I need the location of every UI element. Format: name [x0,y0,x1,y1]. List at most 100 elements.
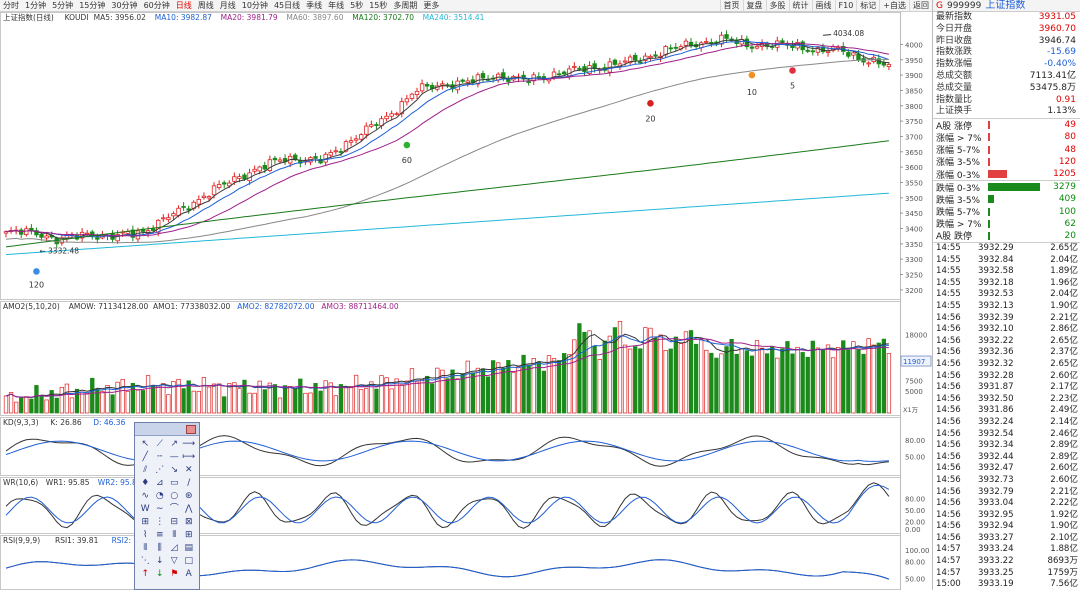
volume-tool-icon[interactable]: ⫼ [157,543,162,553]
down-arrow-tool-icon[interactable]: ↓ [155,569,164,579]
parallel-tool-icon[interactable]: ⫽ [143,465,148,475]
period-tab-3[interactable]: 15分钟 [79,1,106,10]
palette-close-icon[interactable] [186,425,196,434]
tick-row[interactable]: 14:55 3932.18 1.96亿 [933,278,1080,290]
period-tool-icon[interactable]: ⦀ [172,530,177,540]
triangle-tool-icon[interactable]: ▽ [170,556,178,566]
spiral-tool-icon[interactable]: ⊛ [184,491,193,501]
tick-row[interactable]: 14:56 3932.54 2.46亿 [933,429,1080,441]
period-tab-1[interactable]: 1分钟 [25,1,47,10]
ray-tool-icon[interactable]: ↗ [170,439,179,449]
toolbar-button-7[interactable]: +自选 [879,0,909,11]
tick-row[interactable]: 14:56 3932.28 2.60亿 [933,371,1080,383]
cross-tool-icon[interactable]: ✕ [184,465,193,475]
harmonic-tool-icon[interactable]: ∼ [155,504,164,514]
tick-row[interactable]: 14:56 3932.34 2.89亿 [933,440,1080,452]
tick-row[interactable]: 14:56 3932.50 2.23亿 [933,394,1080,406]
tick-row[interactable]: 14:56 3932.44 2.89亿 [933,452,1080,464]
fan-tool-icon[interactable]: ⊿ [155,478,164,488]
toolbar-button-5[interactable]: F10 [834,0,857,11]
tick-row[interactable]: 14:56 3932.47 2.60亿 [933,463,1080,475]
percent-tool-icon[interactable]: ≡ [155,530,164,540]
toolbar-button-4[interactable]: 画线 [811,0,835,11]
toolbar-button-1[interactable]: 复盘 [742,0,766,11]
tick-row[interactable]: 15:00 3933.19 7.56亿 [933,579,1080,591]
tick-row[interactable]: 14:55 3932.29 2.65亿 [933,243,1080,255]
flag-tool-icon[interactable]: ⚑ [170,569,179,579]
cycle-tool-icon[interactable]: ◔ [155,491,164,501]
fib-fan-tool-icon[interactable]: ◿ [170,543,178,553]
wave-tool-icon[interactable]: ∿ [141,491,150,501]
tick-row[interactable]: 14:56 3932.36 2.37亿 [933,347,1080,359]
marker-tool-icon[interactable]: ♦ [141,478,150,488]
tick-row[interactable]: 14:57 3933.25 1759万 [933,568,1080,580]
grid-tool-icon[interactable]: ⊞ [184,530,193,540]
candlesticks[interactable] [3,30,892,249]
tick-row[interactable]: 14:57 3933.22 8693万 [933,556,1080,568]
toolbar-button-3[interactable]: 统计 [788,0,812,11]
period-tab-9[interactable]: 10分钟 [241,1,268,10]
toolbar-button-8[interactable]: 返回 [909,0,932,11]
text-tool-icon[interactable]: A [185,569,192,579]
period-tab-13[interactable]: 5秒 [350,1,364,10]
trend-tool-icon[interactable]: ↘ [170,465,179,475]
tick-row[interactable]: 14:56 3932.94 1.90亿 [933,521,1080,533]
period-tab-12[interactable]: 年线 [328,1,345,10]
period-tab-16[interactable]: 更多 [423,1,440,10]
circle-tool-icon[interactable]: ○ [170,491,179,501]
period-tab-6[interactable]: 日线 [175,1,192,10]
tick-row[interactable]: 14:56 3932.10 2.86亿 [933,324,1080,336]
tick-row[interactable]: 14:56 3933.27 2.10亿 [933,533,1080,545]
tick-row[interactable]: 14:56 3932.95 1.92亿 [933,510,1080,522]
chart-canvas[interactable]: 上证指数(日线) KOUDI MA5: 3956.02 MA10: 3982.87 MA… [0,12,932,590]
quote-name[interactable]: 上证指数 [985,0,1026,11]
tick-row[interactable]: 14:55 3932.53 2.04亿 [933,289,1080,301]
palette-title-bar[interactable] [135,423,199,436]
dash-tool-icon[interactable]: ╌ [157,452,163,462]
tick-row[interactable]: 14:56 3931.86 2.49亿 [933,405,1080,417]
tick-row[interactable]: 14:56 3932.73 2.60亿 [933,475,1080,487]
hray-tool-icon[interactable]: ⟼ [182,452,196,462]
gann-fan-tool-icon[interactable]: ⊠ [184,517,193,527]
gann-tool-icon[interactable]: ⊞ [141,517,150,527]
arrow-line-tool-icon[interactable]: ⟶ [182,439,196,449]
wave-w-tool-icon[interactable]: W [140,504,150,514]
up-arrow-tool-icon[interactable]: ↑ [141,569,150,579]
channel-tool-icon[interactable]: ⋰ [155,465,165,475]
segment-tool-icon[interactable]: ╱ [142,452,148,462]
tick-row[interactable]: 14:56 3932.79 2.21亿 [933,487,1080,499]
period-tab-4[interactable]: 30分钟 [111,1,138,10]
tick-row[interactable]: 14:56 3931.87 2.17亿 [933,382,1080,394]
period-tab-14[interactable]: 15秒 [369,1,388,10]
speed-tool-icon[interactable]: ⊟ [170,517,179,527]
tick-row[interactable]: 14:56 3932.22 2.65亿 [933,336,1080,348]
fib-arc-tool-icon[interactable]: ⌒ [169,504,179,514]
tick-list[interactable]: 14:55 3932.29 2.65亿 14:55 3932.84 2.04亿 14:55 3… [933,242,1080,591]
fib-time-tool-icon[interactable]: ⋮ [155,517,165,527]
tick-row[interactable]: 14:55 3932.58 1.89亿 [933,266,1080,278]
box-tool-icon[interactable]: ▤ [184,543,193,553]
pitchfork-tool-icon[interactable]: ⌇ [143,530,148,540]
period-tab-7[interactable]: 周线 [197,1,214,10]
chart-area[interactable]: 上证指数(日线) KOUDI MA5: 3956.02 MA10: 3982.87 MA… [0,12,932,590]
square-tool-icon[interactable]: □ [184,556,193,566]
tick-row[interactable]: 14:56 3933.04 2.22亿 [933,498,1080,510]
tick-row[interactable]: 14:56 3932.24 2.14亿 [933,417,1080,429]
period-tab-0[interactable]: 分时 [3,1,19,10]
down-tool-icon[interactable]: ↓ [155,556,164,566]
rect-tool-icon[interactable]: ▭ [169,478,179,488]
toolbar-button-2[interactable]: 多股 [765,0,789,11]
stroke-tool-icon[interactable]: ∕ [187,478,191,488]
toolbar-button-6[interactable]: 标记 [856,0,879,11]
bars-tool-icon[interactable]: ⦀ [143,543,148,553]
tick-row[interactable]: 14:55 3932.13 1.90亿 [933,301,1080,313]
period-tab-5[interactable]: 60分钟 [143,1,170,10]
tick-row[interactable]: 14:57 3933.24 1.88亿 [933,544,1080,556]
period-tab-8[interactable]: 月线 [219,1,236,10]
period-tab-11[interactable]: 季线 [306,1,323,10]
tick-row[interactable]: 14:55 3932.84 2.04亿 [933,255,1080,267]
zigzag-tool-icon[interactable]: ⋀ [185,504,193,514]
period-tab-2[interactable]: 5分钟 [52,1,74,10]
hline-tool-icon[interactable]: — [169,452,179,462]
regression-tool-icon[interactable]: ⋱ [140,556,150,566]
